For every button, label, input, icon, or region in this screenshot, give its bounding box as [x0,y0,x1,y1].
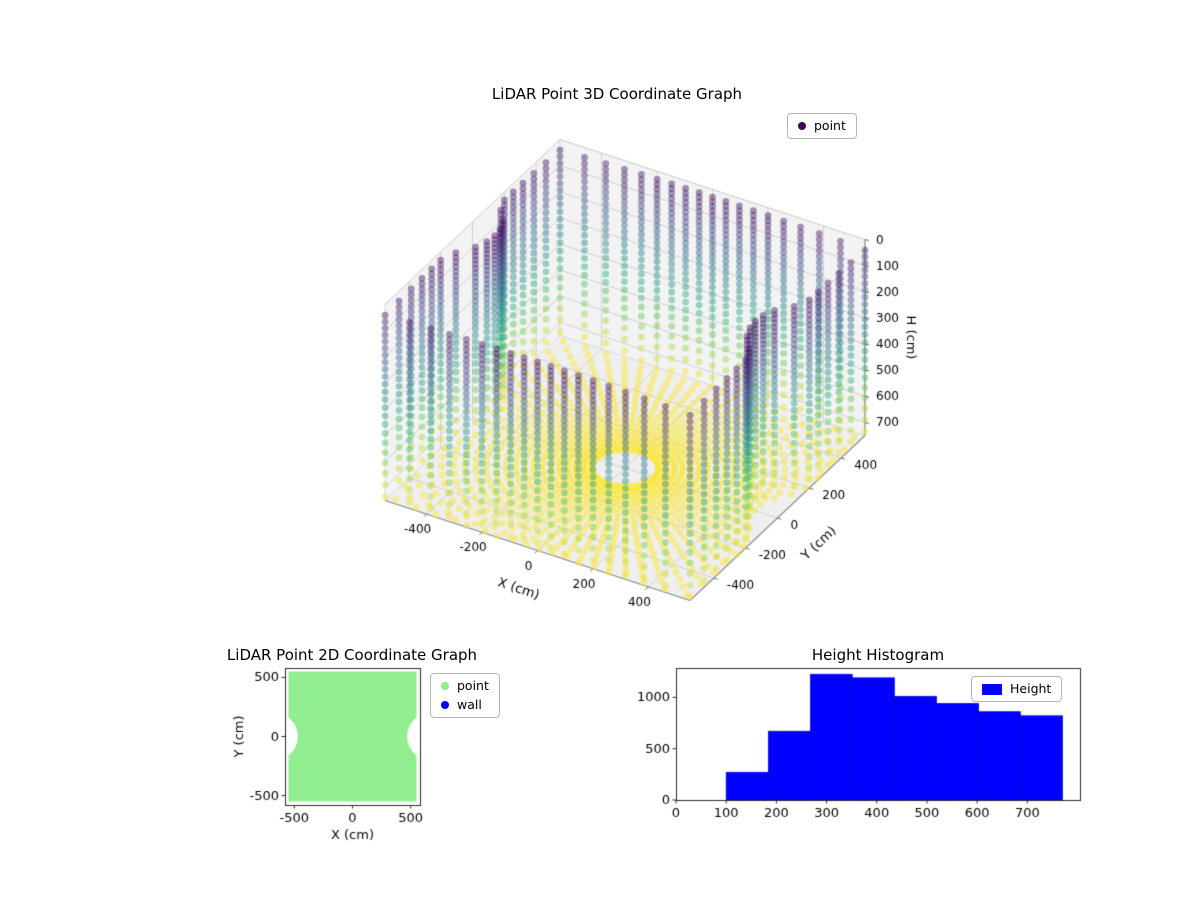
plot2d-title: LiDAR Point 2D Coordinate Graph [226,646,478,664]
plot3d-title: LiDAR Point 3D Coordinate Graph [491,85,743,103]
hist-title: Height Histogram [811,646,945,664]
legend-entry-point-3d: point [798,119,846,133]
wall-marker-icon [441,701,449,709]
hist-legend: Height [971,676,1063,702]
legend-entry-point-2d: point [441,679,489,693]
point-marker-icon [798,122,806,130]
legend-label: point [814,118,846,133]
legend-label: point [457,678,489,693]
plot3d-legend: point [787,113,857,139]
height-patch-icon [982,683,1002,695]
legend-entry-wall-2d: wall [441,698,489,712]
legend-label: wall [457,697,482,712]
plot2d-legend: point wall [430,673,500,718]
point-marker-icon [441,682,449,690]
legend-entry-height: Height [982,682,1051,696]
legend-label: Height [1010,681,1052,696]
